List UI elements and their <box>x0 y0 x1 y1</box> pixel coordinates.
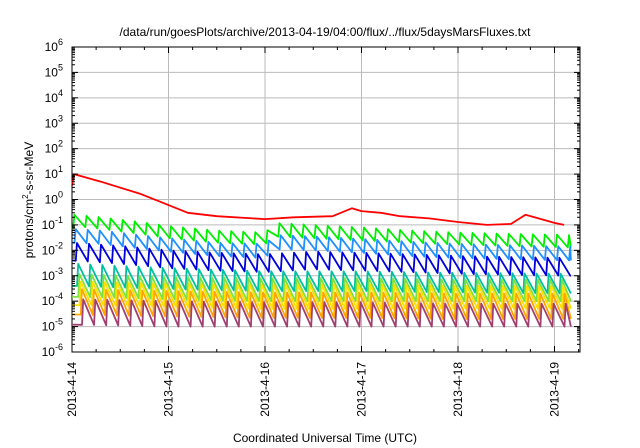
series-layer <box>71 173 572 328</box>
y-tick-label: 10-2 <box>42 240 63 257</box>
series-line <box>71 228 572 262</box>
y-tick-label: 106 <box>45 37 63 54</box>
series-line <box>71 288 572 320</box>
series-line <box>71 298 572 328</box>
series-line <box>71 213 572 249</box>
y-tick-label: 10-1 <box>42 215 63 232</box>
y-tick-label: 10-3 <box>42 266 63 283</box>
y-tick-label: 102 <box>45 139 63 156</box>
grid-lines <box>72 47 580 352</box>
y-tick-label: 105 <box>45 62 63 79</box>
y-tick-label: 101 <box>45 164 63 181</box>
series-line <box>71 173 565 226</box>
y-tick-label: 100 <box>45 190 63 207</box>
series-line <box>71 280 572 310</box>
x-tick-label: 2013-4-14 <box>65 362 79 417</box>
chart-title: /data/run/goesPlots/archive/2013-04-19/0… <box>120 25 532 39</box>
y-axis-label: protons/cm2-s-sr-MeV <box>21 142 36 258</box>
series-line <box>71 273 572 303</box>
y-axis-label-sup: 2 <box>21 194 30 199</box>
x-tick-label: 2013-4-17 <box>355 362 369 417</box>
x-tick-label: 2013-4-15 <box>162 362 176 417</box>
x-axis-label: Coordinated Universal Time (UTC) <box>233 431 417 445</box>
y-tick-label: 10-5 <box>42 317 63 334</box>
y-tick-label: 10-6 <box>42 342 63 359</box>
series-line <box>71 242 572 277</box>
y-tick-label: 104 <box>45 88 63 105</box>
y-axis-label-rest: -s-sr-MeV <box>22 142 36 195</box>
y-ticks: 10-6 10-5 10-4 10-3 10-2 10-1 100 101 102 103 104 1… <box>42 37 580 359</box>
series-line <box>71 263 572 295</box>
x-ticks: 2013-4-14 2013-4-15 2013-4-16 2013-4-17 2013… <box>65 47 580 417</box>
x-tick-label: 2013-4-18 <box>451 362 465 417</box>
y-axis-label-main: protons/cm <box>22 199 36 258</box>
x-tick-label: 2013-4-19 <box>548 362 562 417</box>
y-tick-label: 10-4 <box>42 291 63 308</box>
y-tick-label: 103 <box>45 113 63 130</box>
x-tick-label: 2013-4-16 <box>258 362 272 417</box>
